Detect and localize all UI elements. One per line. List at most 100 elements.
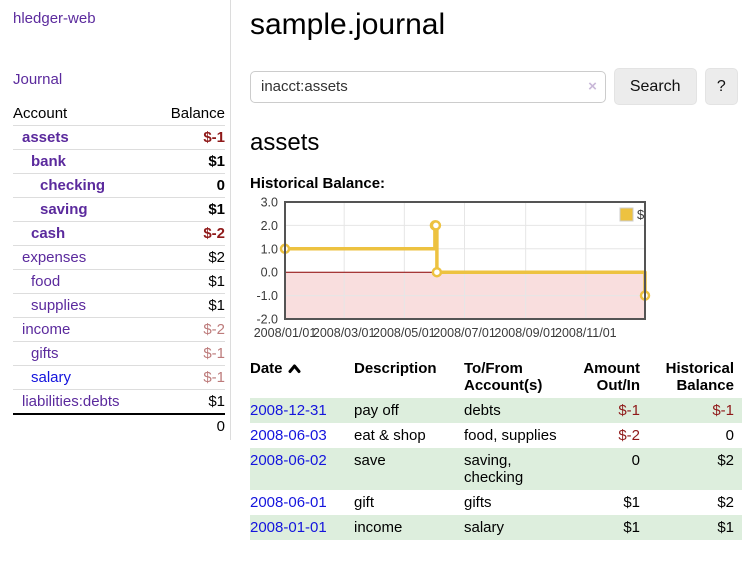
account-link-bank[interactable]: bank bbox=[31, 153, 67, 170]
transaction-description: save bbox=[354, 452, 386, 469]
transaction-date-link[interactable]: 2008-06-03 bbox=[250, 427, 327, 444]
accounts-table-header-row: Account Balance bbox=[13, 102, 225, 126]
transaction-description: income bbox=[354, 519, 403, 536]
balance-chart: $3.0 2.0 1.0 0.0 -1.0 -2.0 2008/01/01 2008/03/0… bbox=[250, 195, 738, 341]
account-row: assets $-1 bbox=[13, 126, 225, 150]
transaction-date-link[interactable]: 2008-12-31 bbox=[250, 402, 327, 419]
y-tick-label: 2.0 bbox=[261, 219, 278, 233]
account-link-saving[interactable]: saving bbox=[40, 201, 88, 218]
register-header-description: Description bbox=[354, 360, 437, 377]
sidebar: hledger-web Journal Account Balance asse… bbox=[0, 0, 230, 438]
search-input[interactable] bbox=[250, 70, 606, 103]
x-tick-label: 2008/09/01 bbox=[494, 326, 557, 340]
transaction-description: gift bbox=[354, 494, 375, 511]
transaction-date-link[interactable]: 2008-06-01 bbox=[250, 494, 327, 511]
register-header-amount: Amount Out/In bbox=[583, 360, 640, 394]
transaction-amount: $-2 bbox=[618, 427, 640, 444]
transaction-description: pay off bbox=[354, 402, 399, 419]
account-link-gifts[interactable]: gifts bbox=[31, 345, 59, 362]
x-tick-label: 2008/03/01 bbox=[313, 326, 376, 340]
account-balance: $-1 bbox=[203, 345, 225, 362]
plot-border bbox=[284, 201, 646, 320]
account-row: saving $1 bbox=[13, 198, 225, 222]
account-balance: $-2 bbox=[203, 321, 225, 338]
register-row: 2008-06-02 save saving, checking 0 $2 bbox=[250, 448, 742, 490]
accounts-total-spacer bbox=[13, 413, 154, 438]
search-button[interactable]: Search bbox=[613, 68, 697, 105]
x-tick-label: 2008/07/01 bbox=[433, 326, 496, 340]
data-point bbox=[430, 220, 442, 231]
account-balance: $1 bbox=[208, 201, 225, 218]
transaction-balance: $2 bbox=[717, 452, 734, 469]
account-link-supplies[interactable]: supplies bbox=[31, 297, 87, 314]
account-row: cash $-2 bbox=[13, 222, 225, 246]
account-row: bank $1 bbox=[13, 150, 225, 174]
y-tick-label: -1.0 bbox=[256, 289, 278, 303]
account-balance: $2 bbox=[208, 249, 225, 266]
account-row: gifts $-1 bbox=[13, 342, 225, 366]
account-balance: $-1 bbox=[203, 369, 225, 386]
account-balance: $1 bbox=[208, 393, 225, 410]
register-header-row: Date Description To/From Account(s) Amou… bbox=[250, 356, 742, 398]
account-link-cash[interactable]: cash bbox=[31, 225, 66, 242]
register-header-date[interactable]: Date bbox=[250, 356, 346, 398]
account-row: supplies $1 bbox=[13, 294, 225, 318]
account-balance: $1 bbox=[208, 153, 225, 170]
transaction-amount: $1 bbox=[623, 494, 640, 511]
transaction-description: eat & shop bbox=[354, 427, 426, 444]
account-link-food[interactable]: food bbox=[31, 273, 61, 290]
sidebar-item-journal[interactable]: Journal bbox=[13, 71, 63, 88]
transaction-amount: $-1 bbox=[618, 402, 640, 419]
transaction-date-link[interactable]: 2008-06-02 bbox=[250, 452, 327, 469]
account-row: liabilities:debts $1 bbox=[13, 390, 225, 415]
y-tick-label: 1.0 bbox=[261, 242, 278, 256]
accounts-total: 0 bbox=[153, 413, 225, 438]
chart-title: Historical Balance: bbox=[250, 175, 386, 192]
transaction-accounts: salary bbox=[464, 519, 505, 536]
account-link-checking[interactable]: checking bbox=[40, 177, 106, 194]
transaction-date-link[interactable]: 2008-01-01 bbox=[250, 519, 327, 536]
account-link-salary[interactable]: salary bbox=[31, 369, 72, 386]
account-row: income $-2 bbox=[13, 318, 225, 342]
register-header-balance: Historical Balance bbox=[665, 360, 734, 394]
accounts-total-row: 0 bbox=[13, 413, 225, 438]
data-point bbox=[431, 266, 443, 278]
transaction-accounts: saving, checking bbox=[464, 452, 524, 486]
brand-link[interactable]: hledger-web bbox=[13, 10, 96, 27]
accounts-table: Account Balance assets $-1 bank $1 check… bbox=[13, 102, 225, 438]
account-row: expenses $2 bbox=[13, 246, 225, 270]
clear-search-icon[interactable]: × bbox=[588, 77, 597, 95]
account-heading: assets bbox=[250, 129, 320, 156]
register-row: 2008-06-01 gift gifts $1 $2 bbox=[250, 490, 742, 515]
account-row: checking 0 bbox=[13, 174, 225, 198]
register-header-accounts: To/From Account(s) bbox=[464, 360, 543, 394]
search-box: × bbox=[250, 70, 606, 103]
sidebar-divider bbox=[230, 0, 231, 440]
main-content: sample.journal × Search ? assets Histori… bbox=[231, 0, 742, 540]
transaction-balance: $1 bbox=[717, 519, 734, 536]
transaction-balance: 0 bbox=[725, 427, 734, 444]
help-button[interactable]: ? bbox=[704, 68, 738, 105]
account-link-liabilities-debts[interactable]: liabilities:debts bbox=[22, 393, 120, 410]
transaction-accounts: food, supplies bbox=[464, 427, 557, 444]
y-tick-label: 0.0 bbox=[261, 266, 278, 280]
account-link-expenses[interactable]: expenses bbox=[22, 249, 87, 266]
y-tick-label: 3.0 bbox=[261, 196, 278, 210]
account-link-assets[interactable]: assets bbox=[22, 129, 69, 146]
accounts-header-account: Account bbox=[13, 105, 68, 122]
x-tick-label: 2008/01/01 bbox=[254, 326, 317, 340]
transaction-accounts: gifts bbox=[464, 494, 492, 511]
sort-ascending-icon bbox=[288, 361, 301, 378]
transaction-balance: $2 bbox=[717, 494, 734, 511]
page-title: sample.journal bbox=[250, 8, 446, 41]
register-row: 2008-12-31 pay off debts $-1 $-1 bbox=[250, 398, 742, 423]
account-link-income[interactable]: income bbox=[22, 321, 71, 338]
account-row: food $1 bbox=[13, 270, 225, 294]
account-balance: $-1 bbox=[203, 129, 225, 146]
search-form: × Search ? bbox=[250, 68, 738, 105]
x-tick-label: 2008/05/01 bbox=[373, 326, 436, 340]
account-balance: $1 bbox=[208, 273, 225, 290]
transaction-amount: 0 bbox=[631, 452, 640, 469]
transaction-amount: $1 bbox=[623, 519, 640, 536]
legend-label: $ bbox=[637, 207, 645, 222]
